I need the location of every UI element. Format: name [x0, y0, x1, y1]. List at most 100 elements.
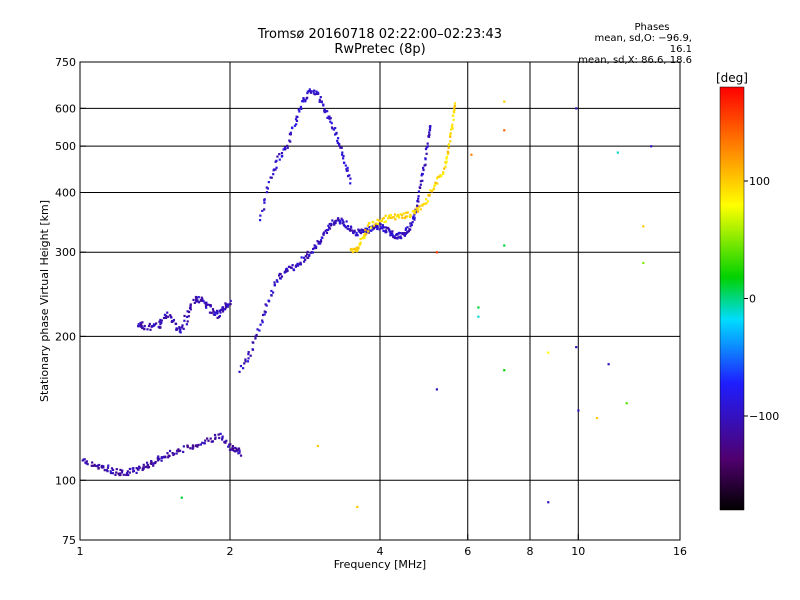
echo-point: [220, 308, 223, 311]
echo-point: [313, 244, 316, 247]
echo-point: [349, 177, 352, 180]
echo-point: [224, 302, 227, 305]
echo-point: [167, 456, 170, 459]
echo-point: [424, 163, 427, 166]
echo-point: [318, 98, 321, 101]
y-axis-label: Stationary phase Virtual Height [km]: [38, 200, 51, 402]
echo-point: [416, 210, 420, 213]
echo-point: [349, 229, 352, 232]
echo-point: [306, 90, 309, 93]
sparse-echo-point: [180, 496, 183, 499]
colorbar-label: [deg]: [716, 71, 748, 85]
echo-point: [452, 114, 455, 117]
echo-point: [293, 124, 297, 127]
echo-point: [115, 468, 118, 471]
echo-point: [120, 471, 124, 474]
echo-point: [271, 291, 275, 294]
echo-point: [419, 180, 423, 183]
echo-point: [225, 439, 228, 442]
echo-point: [208, 311, 212, 314]
echo-point: [453, 111, 456, 114]
echo-point: [121, 469, 124, 472]
echo-point: [187, 315, 190, 318]
echo-point: [391, 230, 394, 233]
echo-point: [294, 118, 298, 121]
echo-point: [366, 224, 369, 227]
echo-point: [379, 226, 382, 229]
echo-point: [413, 218, 416, 221]
echo-point: [340, 153, 344, 156]
echo-point: [417, 195, 420, 198]
echo-point: [96, 465, 99, 468]
echo-point: [216, 311, 219, 314]
echo-point: [107, 464, 110, 467]
echo-point: [345, 168, 348, 171]
echo-point: [142, 463, 145, 466]
plot-points: [81, 88, 653, 509]
phase-statistics: Phases mean, sd,O: −96.9, 16.1 mean, sd,…: [572, 22, 692, 66]
echo-point: [279, 277, 282, 280]
echo-point: [94, 464, 97, 468]
echo-point: [451, 123, 454, 126]
echo-point: [444, 165, 447, 168]
echo-point: [205, 301, 208, 304]
echo-point: [354, 248, 357, 251]
echo-point: [254, 335, 257, 338]
echo-point: [346, 225, 350, 228]
echo-point: [224, 441, 227, 444]
echo-point: [447, 151, 450, 154]
echo-point: [192, 446, 195, 449]
echo-point: [372, 224, 376, 227]
echo-point: [338, 222, 342, 225]
echo-point: [219, 432, 222, 435]
echo-point: [234, 446, 237, 450]
echo-point: [204, 439, 207, 442]
echo-point: [442, 172, 445, 175]
echo-point: [289, 131, 292, 134]
echo-point: [226, 303, 229, 306]
echo-point: [160, 319, 163, 322]
echo-point: [404, 228, 407, 231]
echo-point: [425, 146, 428, 149]
echo-point: [364, 227, 367, 230]
echo-point: [186, 320, 189, 323]
echo-point: [280, 275, 284, 278]
echo-point: [361, 230, 364, 233]
echo-point: [335, 219, 338, 222]
echo-point: [425, 152, 428, 155]
y-tick-label: 600: [55, 102, 76, 115]
echo-point: [152, 462, 155, 465]
echo-point: [125, 472, 129, 475]
echo-point: [286, 144, 289, 147]
echo-point: [433, 184, 436, 187]
echo-point: [365, 233, 368, 236]
echo-point: [342, 154, 345, 158]
echo-point: [413, 216, 416, 219]
echo-point: [195, 297, 198, 301]
echo-point: [339, 146, 342, 149]
echo-point: [406, 211, 409, 214]
echo-point: [178, 326, 181, 330]
echo-point: [417, 200, 420, 203]
echo-point: [346, 169, 349, 172]
echo-point: [453, 104, 457, 107]
colorbar-ticks: 100 0 −100: [744, 175, 779, 423]
echo-point: [418, 205, 421, 208]
echo-point: [261, 321, 264, 324]
echo-point: [192, 298, 195, 302]
echo-point: [128, 471, 131, 474]
echo-point: [319, 239, 323, 242]
echo-point: [101, 464, 104, 468]
echo-point: [412, 215, 415, 218]
echo-point: [188, 307, 192, 310]
echo-point: [263, 198, 266, 201]
echo-point: [111, 468, 115, 472]
echo-point: [185, 315, 189, 319]
echo-point: [335, 132, 338, 135]
echo-point: [282, 148, 285, 151]
echo-point: [416, 208, 419, 211]
echo-point: [407, 230, 410, 233]
echo-point: [449, 132, 452, 135]
echo-point: [186, 310, 189, 313]
echo-point: [393, 235, 396, 238]
